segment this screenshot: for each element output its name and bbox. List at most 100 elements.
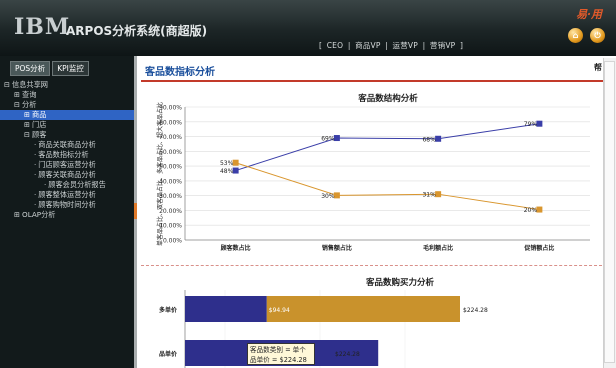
bar-label: $224.28 xyxy=(463,307,488,314)
data-point xyxy=(435,191,442,198)
bar-label: $94.94 xyxy=(269,307,290,314)
tree-item[interactable]: · 顾客购物时间分析 xyxy=(0,200,134,210)
nav-marketing-vp[interactable]: 营销VP xyxy=(429,41,456,50)
tree-item[interactable]: ⊞ 门店 xyxy=(0,120,134,130)
nav-ceo[interactable]: CEO xyxy=(326,41,344,50)
data-point xyxy=(333,135,340,142)
tree-item[interactable]: · 顾客关联商品分析 xyxy=(0,170,134,180)
data-point xyxy=(536,206,543,213)
y-axis-label: 单客品占比、双客品占比、多客品占比、超大客品占比 xyxy=(156,102,164,246)
role-nav: [ CEO | 商品VP | 运营VP | 营销VP ] xyxy=(318,40,464,51)
tab-kpi-monitor[interactable]: KPI监控 xyxy=(52,61,89,76)
x-tick-label: 销售额占比 xyxy=(322,244,352,252)
series-line xyxy=(235,162,540,211)
y-tick-label: 30.00% xyxy=(159,193,182,200)
y-tick-label: 20.00% xyxy=(159,208,182,215)
bullet-icon: · xyxy=(34,160,37,169)
scrollbar-thumb[interactable] xyxy=(604,61,615,363)
data-label: 69% xyxy=(321,136,335,143)
nav-bracket-open: [ xyxy=(319,41,323,50)
y-tick-label: 0.00% xyxy=(163,238,182,245)
tree-item-label: 顾客会员分析报告 xyxy=(48,180,106,189)
bar-label: $224.28 xyxy=(335,351,360,358)
app-header: IBM ARPOS分析系统(商超版) 易·用 [ CEO | 商品VP | 运营… xyxy=(0,0,616,56)
bullet-icon: · xyxy=(34,150,37,159)
tooltip-line-2: 品单价 = $224.28 xyxy=(250,356,307,364)
sidebar-tabs: POS分析 KPI监控 xyxy=(10,61,89,76)
data-label: 79% xyxy=(524,121,538,128)
collapse-handle[interactable] xyxy=(134,203,139,219)
chart-tooltip: 客品数类别 = 单个 品单价 = $224.28 xyxy=(247,343,315,365)
data-point xyxy=(232,167,239,174)
expand-icon: ⊞ xyxy=(14,210,21,219)
data-point xyxy=(536,120,543,127)
category-label: 品单价 xyxy=(159,350,178,358)
tree-item-label: 门店顾客运营分析 xyxy=(38,160,96,169)
data-label: 53% xyxy=(220,160,234,167)
data-label: 30% xyxy=(321,193,335,200)
series-line xyxy=(235,123,540,172)
collapse-icon: ⊟ xyxy=(24,130,31,139)
nav-bracket-close: ] xyxy=(459,41,464,50)
tree-item[interactable]: ⊟ 信息共享网 xyxy=(0,80,134,90)
tree-item[interactable]: ⊟ 分析 xyxy=(0,100,134,110)
data-label: 68% xyxy=(422,136,436,143)
help-link[interactable]: 帮 xyxy=(594,63,602,72)
sidebar: POS分析 KPI监控 ⊟ 信息共享网 ⊞ 查询 ⊟ 分析 ⊞ 商品 ⊞ 门店 ⊟ 顾客 · 商品关联商品… xyxy=(0,56,134,368)
tree-item[interactable]: ⊞ OLAP分析 xyxy=(0,210,134,220)
tree-item[interactable]: · 顾客整体运营分析 xyxy=(0,190,134,200)
navigation-tree: ⊟ 信息共享网 ⊞ 查询 ⊟ 分析 ⊞ 商品 ⊞ 门店 ⊟ 顾客 · 商品关联商品分析 · 客品数指标分析 · 门… xyxy=(0,80,134,220)
section-divider xyxy=(141,265,602,266)
x-tick-label: 毛利额占比 xyxy=(423,244,453,252)
title-underline xyxy=(141,80,606,82)
data-label: 48% xyxy=(220,168,234,175)
y-tick-label: 90.00% xyxy=(159,105,182,112)
data-point xyxy=(435,135,442,142)
chart-title: 客品数购买力分析 xyxy=(365,277,435,288)
y-tick-label: 70.00% xyxy=(159,134,182,141)
tab-pos-analysis[interactable]: POS分析 xyxy=(10,61,51,76)
expand-icon: ⊞ xyxy=(24,120,31,129)
brand-logo: 易·用 xyxy=(576,8,602,21)
expand-icon: ⊞ xyxy=(14,90,21,99)
tree-item-label: 信息共享网 xyxy=(12,80,48,89)
expand-icon: ⊞ xyxy=(24,110,31,119)
tree-item[interactable]: ⊞ 商品 xyxy=(0,110,134,120)
y-tick-label: 40.00% xyxy=(159,178,182,185)
y-tick-label: 80.00% xyxy=(159,119,182,126)
home-icon[interactable]: ⌂ xyxy=(568,28,583,43)
y-tick-label: 60.00% xyxy=(159,149,182,156)
collapse-icon: ⊟ xyxy=(14,100,21,109)
y-tick-label: 10.00% xyxy=(159,223,182,230)
bullet-icon: · xyxy=(44,180,47,189)
nav-product-vp[interactable]: 商品VP xyxy=(355,41,381,50)
tree-item[interactable]: · 顾客会员分析报告 xyxy=(0,180,134,190)
bullet-icon: · xyxy=(34,170,37,179)
page-title: 客品数指标分析 xyxy=(145,67,215,78)
tree-item-label: 查询 xyxy=(22,90,37,99)
exit-icon[interactable]: ⏻ xyxy=(590,28,605,43)
tree-item[interactable]: · 商品关联商品分析 xyxy=(0,140,134,150)
tooltip-line-1: 客品数类别 = 单个 xyxy=(250,346,306,354)
tree-item-label: 门店 xyxy=(32,120,47,129)
data-label: 20% xyxy=(524,207,538,214)
tree-item[interactable]: · 门店顾客运营分析 xyxy=(0,160,134,170)
y-tick-label: 50.00% xyxy=(159,164,182,171)
data-point xyxy=(333,192,340,199)
tree-item-label: 商品 xyxy=(32,110,47,119)
tree-item[interactable]: · 客品数指标分析 xyxy=(0,150,134,160)
category-label: 多单价 xyxy=(159,306,178,314)
tree-item-label: 顾客购物时间分析 xyxy=(38,200,96,209)
tree-item[interactable]: ⊟ 顾客 xyxy=(0,130,134,140)
data-point xyxy=(232,159,239,166)
app-title: ARPOS分析系统(商超版) xyxy=(66,24,208,38)
tree-item-label: 分析 xyxy=(22,100,37,109)
nav-ops-vp[interactable]: 运营VP xyxy=(392,41,418,50)
bullet-icon: · xyxy=(34,190,37,199)
bar-segment xyxy=(266,296,460,322)
chart-title: 客品数结构分析 xyxy=(357,93,418,104)
nav-sep: | xyxy=(347,41,351,50)
tree-item-label: OLAP分析 xyxy=(22,210,56,219)
collapse-icon: ⊟ xyxy=(4,80,11,89)
tree-item[interactable]: ⊞ 查询 xyxy=(0,90,134,100)
